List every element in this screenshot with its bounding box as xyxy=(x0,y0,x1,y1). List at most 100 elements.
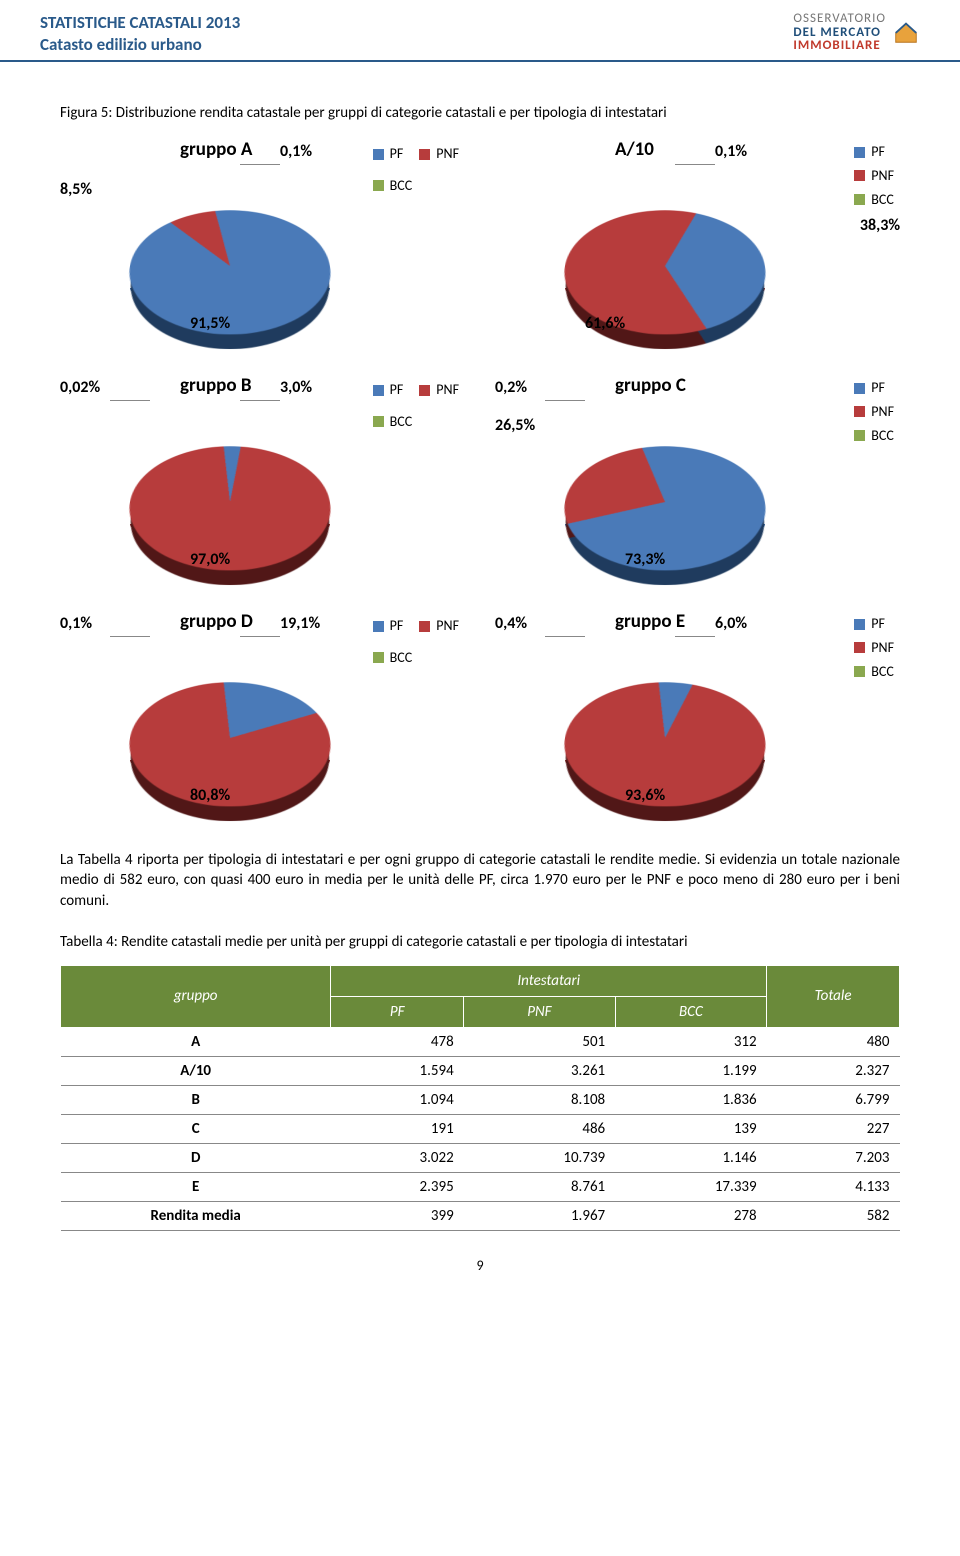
cell-pf: 2.395 xyxy=(331,1172,464,1201)
logo-line3: IMMOBILIARE xyxy=(793,39,886,53)
callout-label: 61,6% xyxy=(585,314,625,333)
charts-grid: gruppo APFPNFBCC0,1%8,5%91,5%A/10PFPNFBC… xyxy=(60,136,900,828)
legend-pf: PF xyxy=(390,378,404,402)
legend-pf: PF xyxy=(390,142,404,166)
figure-caption: Figura 5: Distribuzione rendita catastal… xyxy=(60,104,900,122)
row-label: A/10 xyxy=(61,1056,331,1085)
cell-bcc: 278 xyxy=(615,1201,766,1230)
table-row: B1.0948.1081.8366.799 xyxy=(61,1085,900,1114)
callout-label: 26,5% xyxy=(495,416,535,435)
cell-bcc: 312 xyxy=(615,1027,766,1056)
cell-pnf: 1.967 xyxy=(464,1201,615,1230)
callout-label: 0,2% xyxy=(495,378,527,397)
cell-bcc: 17.339 xyxy=(615,1172,766,1201)
legend-pnf: PNF xyxy=(436,142,459,166)
legend-pf: PF xyxy=(390,614,404,638)
chart-legend: PFPNFBCC xyxy=(854,376,894,447)
cell-bcc: 139 xyxy=(615,1114,766,1143)
body-paragraph: La Tabella 4 riporta per tipologia di in… xyxy=(60,850,900,911)
table-row: A478501312480 xyxy=(61,1027,900,1056)
cell-totale: 480 xyxy=(767,1027,900,1056)
cell-totale: 227 xyxy=(767,1114,900,1143)
th-pf: PF xyxy=(331,996,464,1027)
header-title-block: STATISTICHE CATASTALI 2013 Catasto edili… xyxy=(40,12,240,56)
callout-leader xyxy=(110,636,150,637)
legend-pf: PF xyxy=(871,612,885,636)
callout-label: 0,1% xyxy=(60,614,92,633)
callout-label: 0,1% xyxy=(715,142,747,161)
legend-bcc: BCC xyxy=(390,646,413,670)
cell-totale: 4.133 xyxy=(767,1172,900,1201)
callout-label: 0,1% xyxy=(280,142,312,161)
cell-totale: 7.203 xyxy=(767,1143,900,1172)
row-label: D xyxy=(61,1143,331,1172)
cell-pf: 1.594 xyxy=(331,1056,464,1085)
cell-pnf: 501 xyxy=(464,1027,615,1056)
logo-house-icon xyxy=(892,18,920,46)
header-line1: STATISTICHE CATASTALI 2013 xyxy=(40,12,240,34)
page-number: 9 xyxy=(60,1257,900,1274)
chart-legend: PFPNFBCC xyxy=(373,378,459,434)
cell-pnf: 8.761 xyxy=(464,1172,615,1201)
callout-label: 0,02% xyxy=(60,378,100,397)
chart-gruppoa: gruppo A PF PNF BCC 0,1% 8,5% 91,5% xyxy=(60,136,465,356)
chart-legend: PFPNFBCC xyxy=(854,612,894,683)
legend-bcc: BCC xyxy=(871,660,894,684)
callout-leader xyxy=(675,164,715,165)
cell-pf: 191 xyxy=(331,1114,464,1143)
th-totale: Totale xyxy=(767,965,900,1027)
chart-title: A/10 xyxy=(615,138,654,161)
callout-label: 91,5% xyxy=(190,314,230,333)
th-gruppo: gruppo xyxy=(61,965,331,1027)
table-row: Rendita media3991.967278582 xyxy=(61,1201,900,1230)
callout-label: 6,0% xyxy=(715,614,747,633)
chart-title: gruppo E xyxy=(615,610,685,633)
cell-bcc: 1.199 xyxy=(615,1056,766,1085)
table-row: A/101.5943.2611.1992.327 xyxy=(61,1056,900,1085)
callout-leader xyxy=(240,400,280,401)
data-table: gruppo Intestatari Totale PF PNF BCC A47… xyxy=(60,965,900,1231)
cell-pnf: 486 xyxy=(464,1114,615,1143)
callout-label: 3,0% xyxy=(280,378,312,397)
th-bcc: BCC xyxy=(615,996,766,1027)
legend-pnf: PNF xyxy=(871,164,894,188)
callout-leader xyxy=(240,636,280,637)
legend-pnf: PNF xyxy=(436,614,459,638)
callout-label: 8,5% xyxy=(60,180,92,199)
callout-leader xyxy=(240,164,280,165)
chart-title: gruppo B xyxy=(180,374,252,397)
callout-leader xyxy=(545,400,585,401)
callout-label: 0,4% xyxy=(495,614,527,633)
cell-pf: 399 xyxy=(331,1201,464,1230)
cell-totale: 582 xyxy=(767,1201,900,1230)
row-label: E xyxy=(61,1172,331,1201)
row-label: B xyxy=(61,1085,331,1114)
legend-pnf: PNF xyxy=(871,636,894,660)
legend-pnf: PNF xyxy=(436,378,459,402)
legend-bcc: BCC xyxy=(390,174,413,198)
cell-bcc: 1.146 xyxy=(615,1143,766,1172)
chart-gruppod: gruppo DPFPNFBCC0,1%19,1%80,8% xyxy=(60,608,465,828)
table-row: D3.02210.7391.1467.203 xyxy=(61,1143,900,1172)
cell-pf: 1.094 xyxy=(331,1085,464,1114)
callout-label: 73,3% xyxy=(625,550,665,569)
chart-legend: PF PNF BCC xyxy=(373,142,459,198)
callout-label: 97,0% xyxy=(190,550,230,569)
chart-gruppoe: gruppo E PFPNFBCC 0,4% 6,0% 93,6% xyxy=(495,608,900,828)
table-row: C191486139227 xyxy=(61,1114,900,1143)
row-label: Rendita media xyxy=(61,1201,331,1230)
callout-label: 80,8% xyxy=(190,786,230,805)
callout-leader xyxy=(110,400,150,401)
legend-pnf: PNF xyxy=(871,400,894,424)
chart-title: gruppo A xyxy=(180,138,252,161)
callout-leader xyxy=(675,636,715,637)
legend-bcc: BCC xyxy=(871,424,894,448)
cell-totale: 6.799 xyxy=(767,1085,900,1114)
chart-a/10: A/10PFPNFBCC0,1%38,3%61,6% xyxy=(495,136,900,356)
callout-label: 19,1% xyxy=(280,614,320,633)
row-label: A xyxy=(61,1027,331,1056)
chart-title: gruppo C xyxy=(615,374,686,397)
header-line2: Catasto edilizio urbano xyxy=(40,34,240,56)
callout-label: 93,6% xyxy=(625,786,665,805)
legend-pf: PF xyxy=(871,376,885,400)
